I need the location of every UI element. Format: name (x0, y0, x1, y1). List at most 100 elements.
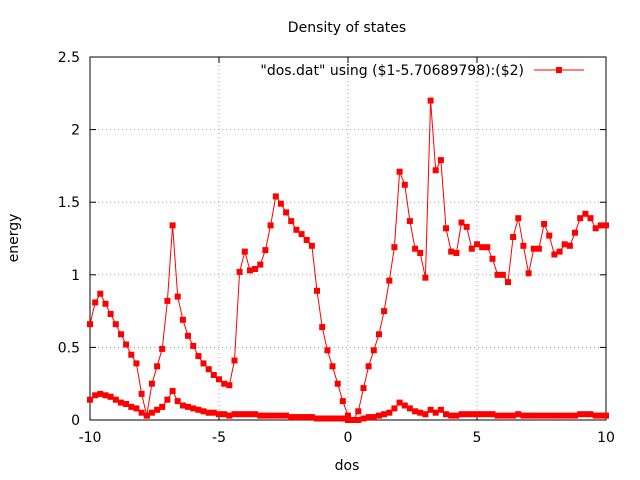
data-point (334, 380, 341, 387)
data-point (267, 222, 274, 229)
data-point (561, 241, 568, 248)
data-point (510, 412, 517, 419)
data-point (283, 412, 290, 419)
data-point (298, 414, 305, 421)
data-point (541, 412, 548, 419)
data-point (241, 411, 248, 418)
data-point (577, 411, 584, 418)
data-point (148, 380, 155, 387)
data-point (546, 412, 553, 419)
data-point (572, 412, 578, 419)
data-point (143, 412, 150, 419)
data-point (107, 393, 114, 400)
data-point (494, 271, 501, 278)
data-point (597, 412, 604, 419)
data-point (148, 409, 155, 416)
data-point (365, 363, 372, 370)
series-1 (87, 388, 609, 423)
data-point (97, 290, 104, 297)
data-point (174, 293, 181, 300)
data-point (592, 225, 599, 232)
y-tick-label: 0 (71, 413, 80, 429)
data-point (97, 390, 104, 397)
data-point (226, 382, 233, 389)
data-point (494, 412, 501, 419)
data-point (468, 411, 475, 418)
data-point (288, 414, 295, 421)
data-point (324, 415, 331, 422)
data-point (603, 222, 609, 229)
data-point (386, 277, 393, 284)
data-point (159, 403, 166, 410)
data-point (453, 412, 460, 419)
data-point (458, 219, 465, 226)
data-point (520, 412, 527, 419)
data-point (247, 411, 253, 418)
data-point (303, 414, 310, 421)
data-point (463, 411, 470, 418)
data-point (164, 297, 171, 304)
x-tick-label: -5 (212, 430, 226, 446)
data-point (474, 241, 480, 248)
data-point (107, 311, 114, 317)
data-point (319, 415, 326, 422)
data-point (365, 414, 372, 421)
data-point (515, 411, 522, 418)
data-point (190, 342, 197, 349)
data-point (396, 168, 403, 175)
data-point (190, 405, 197, 412)
data-point (262, 412, 269, 419)
data-point (185, 403, 191, 410)
data-point (112, 396, 119, 403)
data-point (443, 225, 449, 232)
y-tick-label: 0.5 (58, 340, 80, 356)
data-point (370, 414, 377, 421)
data-point (272, 193, 279, 200)
data-point (216, 411, 222, 418)
data-point (195, 353, 202, 360)
data-point (345, 412, 351, 419)
axis-ticks: -10 -5 0 5 10 0 0.5 1 1.5 2 2.5 (58, 50, 615, 446)
data-point (406, 218, 413, 225)
series-line (89, 100, 606, 421)
data-point (448, 248, 455, 255)
data-point (355, 408, 362, 415)
grid-lines (90, 57, 606, 420)
data-point (592, 412, 599, 419)
data-point (247, 267, 253, 274)
data-point (360, 385, 367, 392)
data-point (277, 412, 284, 419)
data-point (566, 242, 573, 249)
data-point (422, 274, 429, 281)
data-point (339, 415, 346, 422)
data-point (267, 412, 274, 419)
data-point (293, 226, 300, 233)
data-point (231, 411, 238, 418)
data-point (221, 411, 228, 418)
legend-marker (556, 67, 562, 73)
data-point (406, 405, 413, 412)
data-point (87, 321, 93, 328)
data-point (453, 250, 460, 256)
data-point (133, 405, 140, 412)
data-point (216, 376, 222, 383)
data-point (231, 357, 238, 364)
data-point (329, 415, 336, 422)
data-point (288, 218, 295, 225)
data-point (587, 411, 594, 418)
data-point (241, 248, 248, 255)
data-point (401, 402, 408, 409)
data-point (360, 415, 367, 422)
data-point (339, 398, 346, 405)
data-point (252, 266, 259, 272)
data-point (489, 255, 496, 262)
data-point (551, 412, 558, 419)
data-point (200, 408, 207, 415)
data-point (236, 411, 243, 418)
data-point (210, 372, 217, 378)
data-point (133, 360, 140, 367)
data-point (298, 231, 305, 238)
data-point (530, 245, 537, 252)
data-point (484, 244, 491, 251)
